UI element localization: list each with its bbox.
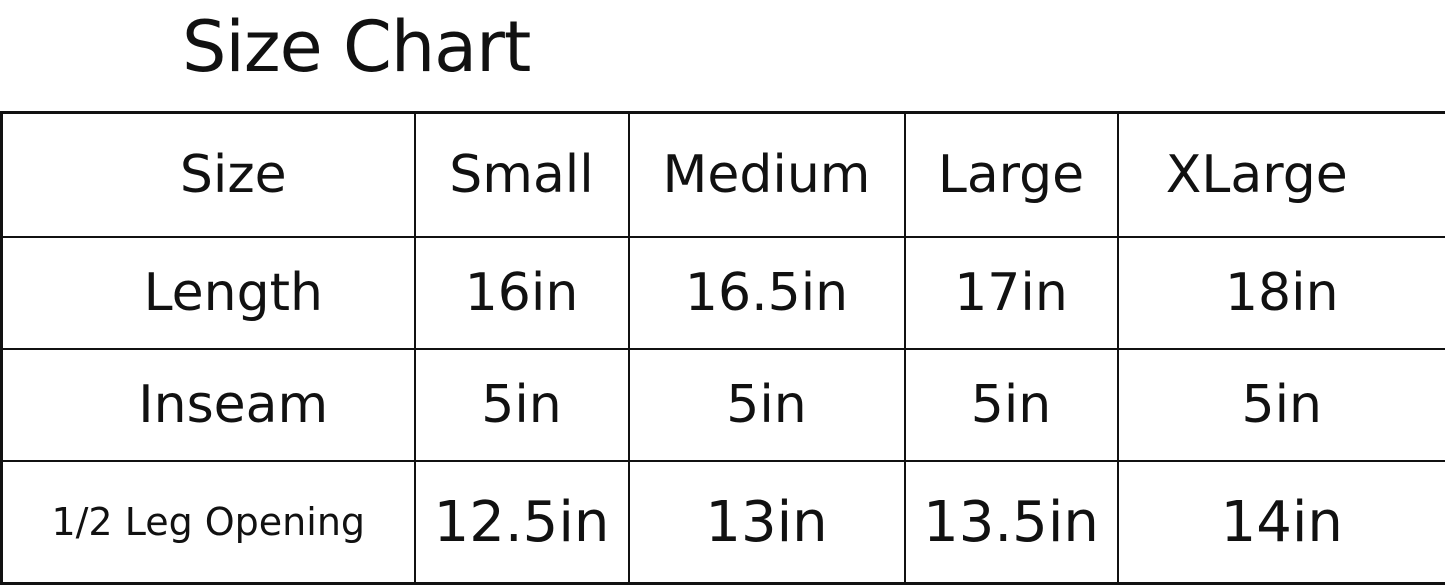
row-label: Length bbox=[2, 237, 415, 349]
row-label: Inseam bbox=[2, 349, 415, 461]
table-cell: 5in bbox=[1118, 349, 1445, 461]
table-cell: 17in bbox=[905, 237, 1118, 349]
table-cell: 5in bbox=[415, 349, 629, 461]
row-label: 1/2 Leg Opening bbox=[2, 461, 415, 584]
table-row: Length 16in 16.5in 17in 18in bbox=[2, 237, 1445, 349]
table-cell: 13in bbox=[629, 461, 905, 584]
table-cell: 5in bbox=[629, 349, 905, 461]
header-cell: Large bbox=[905, 113, 1118, 238]
table-cell: 13.5in bbox=[905, 461, 1118, 584]
table-cell: 14in bbox=[1118, 461, 1445, 584]
table-cell: 12.5in bbox=[415, 461, 629, 584]
header-cell: Medium bbox=[629, 113, 905, 238]
table-cell: 18in bbox=[1118, 237, 1445, 349]
table-row: Inseam 5in 5in 5in 5in bbox=[2, 349, 1445, 461]
table-cell: 5in bbox=[905, 349, 1118, 461]
header-cell: XLarge bbox=[1118, 113, 1445, 238]
table-cell: 16in bbox=[415, 237, 629, 349]
page-title: Size Chart bbox=[182, 4, 530, 90]
header-cell: Small bbox=[415, 113, 629, 238]
table-row: 1/2 Leg Opening 12.5in 13in 13.5in 14in bbox=[2, 461, 1445, 584]
size-chart-table: Size Small Medium Large XLarge Length 16… bbox=[0, 111, 1445, 585]
table-cell: 16.5in bbox=[629, 237, 905, 349]
table-header-row: Size Small Medium Large XLarge bbox=[2, 113, 1445, 238]
header-cell: Size bbox=[2, 113, 415, 238]
